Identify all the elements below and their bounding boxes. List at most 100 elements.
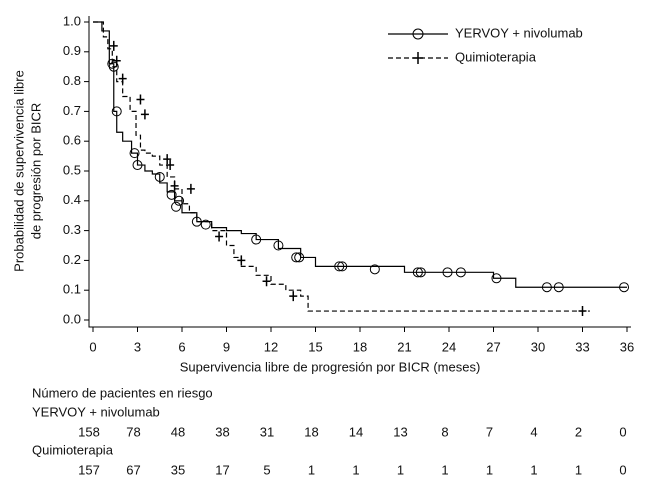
- censor-mark: [442, 267, 453, 278]
- censor-mark: [166, 189, 177, 200]
- y-tick-label: 0.1: [63, 282, 81, 297]
- censor-mark: [262, 276, 271, 287]
- at-risk-count: 4: [530, 424, 537, 439]
- at-risk-count: 1: [352, 462, 359, 477]
- at-risk-count: 158: [78, 424, 100, 439]
- censor-mark: [237, 255, 246, 266]
- censor-mark: [112, 55, 121, 66]
- x-tick-label: 21: [397, 339, 411, 354]
- censor-mark: [412, 267, 423, 278]
- x-tick-label: 12: [264, 339, 278, 354]
- legend-label: YERVOY + nivolumab: [455, 25, 583, 40]
- x-tick-label: 27: [486, 339, 500, 354]
- at-risk-title: Número de pacientes en riesgo: [32, 385, 213, 400]
- censor-mark: [129, 148, 140, 159]
- censor-mark: [337, 261, 348, 272]
- censor-mark: [171, 201, 182, 212]
- y-tick-label: 0.0: [63, 311, 81, 326]
- censor-mark: [215, 231, 224, 242]
- censor-mark: [289, 291, 298, 302]
- censor-mark: [154, 171, 165, 182]
- x-tick-label: 33: [575, 339, 589, 354]
- at-risk-count: 13: [393, 424, 407, 439]
- y-tick-label: 0.7: [63, 103, 81, 118]
- legend-marker: [413, 52, 423, 64]
- y-tick-label: 0.5: [63, 162, 81, 177]
- censor-mark: [111, 106, 122, 117]
- at-risk-count: 17: [215, 462, 229, 477]
- at-risk-count: 35: [171, 462, 185, 477]
- censor-mark: [415, 267, 426, 278]
- censor-mark: [163, 154, 172, 165]
- y-tick-label: 0.6: [63, 133, 81, 148]
- at-risk-count: 48: [171, 424, 185, 439]
- at-risk-count: 0: [619, 424, 626, 439]
- censor-mark: [108, 61, 119, 72]
- y-tick-label: 0.9: [63, 43, 81, 58]
- censor-mark: [541, 282, 552, 293]
- x-tick-label: 24: [442, 339, 456, 354]
- censor-mark: [166, 160, 175, 171]
- x-tick-label: 3: [134, 339, 141, 354]
- at-risk-count: 31: [260, 424, 274, 439]
- x-tick-label: 30: [531, 339, 545, 354]
- censor-mark: [174, 195, 185, 206]
- y-tick-label: 1.0: [63, 13, 81, 28]
- censor-mark: [273, 240, 284, 251]
- at-risk-row-name: YERVOY + nivolumab: [32, 404, 160, 419]
- at-risk-count: 18: [304, 424, 318, 439]
- at-risk-count: 1: [530, 462, 537, 477]
- at-risk-count: 1: [308, 462, 315, 477]
- axis: [88, 16, 631, 328]
- censor-mark: [578, 306, 587, 317]
- censor-mark: [455, 267, 466, 278]
- censor-mark: [109, 40, 118, 51]
- censor-mark: [132, 160, 143, 171]
- censor-mark: [251, 234, 262, 245]
- x-tick-label: 15: [308, 339, 322, 354]
- survival-line: [93, 21, 627, 288]
- at-risk-count: 1: [441, 462, 448, 477]
- y-tick-label: 0.2: [63, 252, 81, 267]
- censor-mark: [294, 252, 305, 263]
- x-axis-label: Supervivencia libre de progresión por BI…: [180, 359, 481, 374]
- at-risk-count: 7: [486, 424, 493, 439]
- at-risk-count: 8: [441, 424, 448, 439]
- y-axis-label: Probabilidad de supervivencia libre: [11, 70, 26, 272]
- censor-mark: [118, 73, 127, 84]
- at-risk-count: 0: [619, 462, 626, 477]
- x-tick-label: 6: [178, 339, 185, 354]
- x-tick-label: 36: [620, 339, 634, 354]
- censor-mark: [140, 109, 149, 120]
- at-risk-count: 14: [349, 424, 363, 439]
- y-tick-label: 0.4: [63, 192, 81, 207]
- at-risk-row-name: Quimioterapia: [32, 442, 114, 457]
- y-tick-label: 0.3: [63, 222, 81, 237]
- at-risk-count: 1: [397, 462, 404, 477]
- at-risk-count: 38: [215, 424, 229, 439]
- censor-mark: [186, 183, 195, 194]
- legend-label: Quimioterapia: [455, 49, 537, 64]
- at-risk-count: 5: [263, 462, 270, 477]
- x-tick-label: 9: [223, 339, 230, 354]
- at-risk-count: 1: [486, 462, 493, 477]
- censor-mark: [200, 219, 211, 230]
- at-risk-count: 78: [126, 424, 140, 439]
- censor-mark: [619, 282, 630, 293]
- censor-mark: [553, 282, 564, 293]
- censor-mark: [136, 94, 145, 105]
- y-axis-label: de progresión por BICR: [28, 103, 43, 240]
- legend-marker: [412, 28, 424, 40]
- censor-mark: [369, 264, 380, 275]
- x-tick-label: 18: [353, 339, 367, 354]
- x-tick-label: 0: [89, 339, 96, 354]
- y-tick-label: 0.8: [63, 73, 81, 88]
- censor-mark: [291, 252, 302, 263]
- censor-mark: [334, 261, 345, 272]
- at-risk-count: 157: [78, 462, 100, 477]
- censor-mark: [491, 273, 502, 284]
- censor-mark: [170, 180, 179, 191]
- at-risk-count: 2: [575, 424, 582, 439]
